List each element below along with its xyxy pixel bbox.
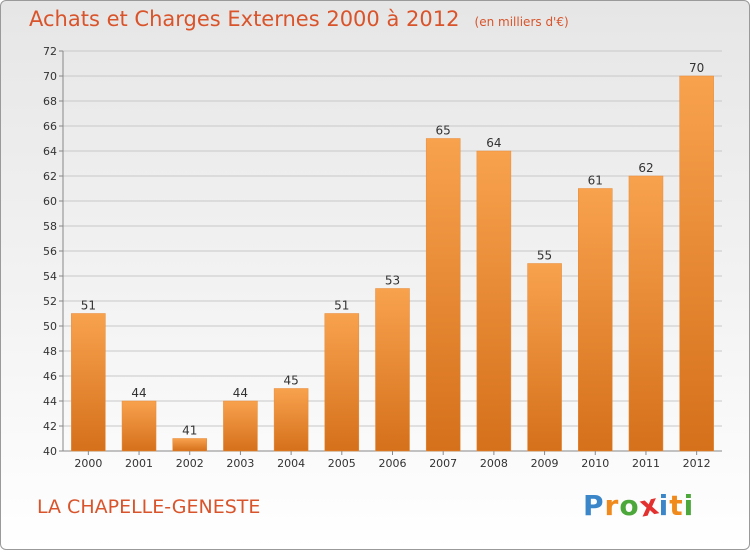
- bar: [324, 313, 360, 452]
- x-tick-label: 2008: [480, 457, 508, 470]
- y-tick-label: 60: [43, 195, 57, 208]
- x-tick-label: 2005: [328, 457, 356, 470]
- y-tick-label: 64: [43, 145, 57, 158]
- bar: [223, 400, 258, 452]
- bar: [628, 175, 664, 452]
- bar-value-label: 51: [81, 299, 96, 313]
- bar-value-label: 51: [334, 299, 349, 313]
- commune-name: LA CHAPELLE-GENESTE: [37, 496, 261, 518]
- x-tick-label: 2007: [429, 457, 457, 470]
- proxiti-logo: Proxiti: [583, 487, 695, 523]
- bar-value-label: 70: [689, 61, 704, 75]
- bar-value-label: 64: [486, 136, 501, 150]
- x-tick-label: 2003: [226, 457, 254, 470]
- bar: [578, 188, 613, 452]
- bar: [679, 75, 714, 452]
- y-tick-label: 50: [43, 320, 57, 333]
- logo-letter: r: [604, 489, 620, 522]
- logo-letter: P: [583, 489, 605, 522]
- bar: [375, 288, 410, 452]
- bar-value-label: 53: [385, 274, 400, 288]
- bar: [71, 313, 106, 452]
- bar-value-label: 44: [233, 386, 248, 400]
- y-tick-label: 44: [43, 395, 57, 408]
- y-tick-label: 42: [43, 420, 57, 433]
- bar-value-label: 65: [436, 124, 451, 138]
- y-tick-label: 66: [43, 120, 57, 133]
- y-tick-label: 54: [43, 270, 57, 283]
- logo-letter: o: [619, 489, 640, 522]
- bar: [273, 388, 309, 452]
- y-tick-label: 48: [43, 345, 57, 358]
- bar-value-label: 44: [131, 386, 146, 400]
- x-tick-label: 2001: [125, 457, 153, 470]
- x-tick-label: 2010: [581, 457, 609, 470]
- y-tick-label: 46: [43, 370, 57, 383]
- chart-unit-note: (en milliers d'€): [474, 15, 569, 29]
- bar: [425, 138, 461, 452]
- x-tick-label: 2000: [74, 457, 102, 470]
- x-tick-label: 2011: [632, 457, 660, 470]
- bar-value-label: 45: [283, 374, 298, 388]
- y-tick-label: 52: [43, 295, 57, 308]
- x-tick-label: 2006: [379, 457, 407, 470]
- bar: [121, 400, 157, 452]
- bar-value-label: 55: [537, 249, 552, 263]
- x-tick-label: 2002: [176, 457, 204, 470]
- bar: [527, 263, 562, 452]
- chart-title-block: Achats et Charges Externes 2000 à 2012 (…: [29, 7, 569, 31]
- logo-letter: t: [669, 489, 684, 522]
- y-tick-label: 68: [43, 95, 57, 108]
- y-tick-label: 72: [43, 45, 57, 58]
- x-tick-label: 2004: [277, 457, 305, 470]
- y-tick-label: 70: [43, 70, 57, 83]
- bar-value-label: 41: [182, 424, 197, 438]
- x-tick-label: 2012: [683, 457, 711, 470]
- chart-title: Achats et Charges Externes 2000 à 2012: [29, 7, 460, 31]
- bar-value-label: 61: [588, 174, 603, 188]
- bar-value-label: 62: [638, 161, 653, 175]
- logo-letter: i: [683, 489, 695, 522]
- bar: [172, 438, 207, 452]
- y-tick-label: 62: [43, 170, 57, 183]
- y-tick-label: 40: [43, 445, 57, 458]
- bar: [476, 150, 512, 452]
- x-tick-label: 2009: [531, 457, 559, 470]
- logo-letter: i: [658, 489, 670, 522]
- y-tick-label: 58: [43, 220, 57, 233]
- y-tick-label: 56: [43, 245, 57, 258]
